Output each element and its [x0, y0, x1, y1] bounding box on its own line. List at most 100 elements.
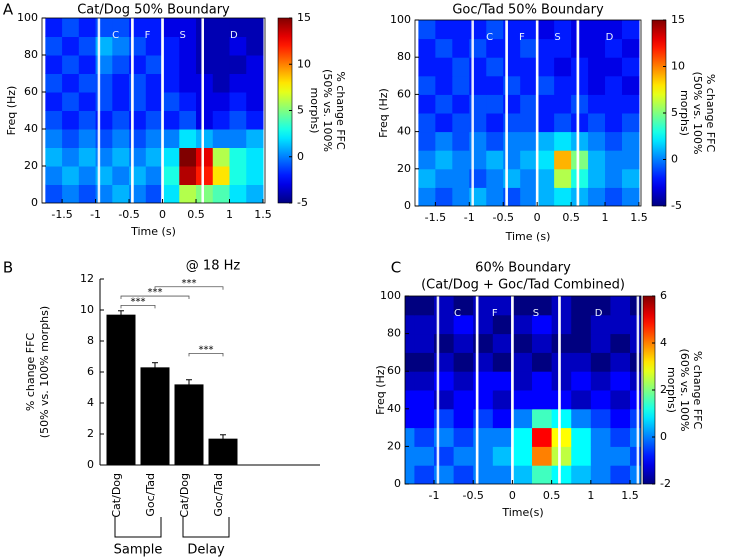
chart-title: @ 18 Hz: [186, 259, 241, 274]
heat-cell: [229, 55, 247, 74]
epoch-label: S: [554, 32, 560, 43]
epoch-label: F: [519, 32, 525, 43]
heat-cell: [512, 371, 533, 391]
heat-cell: [537, 20, 555, 40]
heat-cell: [551, 352, 572, 372]
bar: [208, 438, 238, 465]
bar: [140, 367, 170, 465]
heat-cell: [520, 187, 538, 206]
heat-cell: [229, 73, 247, 93]
heat-cell: [452, 113, 470, 133]
heat-cell: [588, 20, 606, 40]
heat-cell: [78, 147, 97, 167]
heat-cell: [621, 75, 640, 95]
heat-cell: [571, 20, 589, 40]
colorbar-label: % change FFC: [691, 351, 704, 430]
heat-cell: [196, 147, 214, 167]
heat-cell: [45, 129, 63, 148]
y-tick-label: 20: [24, 159, 38, 172]
heat-cell: [78, 166, 97, 185]
x-tick-label: 1.5: [254, 208, 272, 221]
significance-bracket: [154, 286, 224, 290]
heat-cell: [62, 18, 80, 37]
heat-cell: [196, 92, 214, 111]
heat-cell: [179, 73, 197, 93]
heat-cell: [405, 465, 415, 484]
colorbar-label: (60% vs. 100%: [678, 349, 691, 432]
x-tick-label: 1: [587, 489, 594, 502]
heat-cell: [512, 296, 533, 316]
heat-cell: [520, 94, 538, 114]
heat-cell: [551, 390, 572, 410]
heat-cell: [492, 408, 513, 429]
y-tick-label: 40: [397, 125, 411, 138]
heat-cell: [610, 333, 631, 353]
bar: [174, 384, 204, 465]
heat-cell: [590, 314, 611, 335]
heat-cell: [196, 166, 214, 185]
y-tick-label: 80: [397, 50, 411, 63]
heat-cell: [554, 150, 572, 170]
heat-cell: [162, 110, 180, 130]
heat-cell: [145, 110, 164, 130]
colorbar-tick-label: 5: [297, 104, 304, 117]
heat-cell: [179, 92, 197, 111]
heat-cell: [145, 184, 164, 203]
heat-cell: [435, 20, 453, 40]
heat-cell: [145, 147, 164, 167]
heat-cell: [229, 18, 247, 37]
heat-cell: [452, 57, 470, 77]
heat-cell: [414, 390, 435, 410]
x-tick-label: 0.5: [562, 211, 580, 224]
heat-cell: [453, 465, 474, 484]
heat-cell: [62, 147, 80, 167]
heat-cell: [486, 94, 504, 114]
heat-cell: [229, 92, 247, 111]
x-tick-label: -1: [90, 208, 101, 221]
heat-cell: [554, 57, 572, 77]
y-tick-label: 0: [394, 477, 401, 490]
y-tick-label: 10: [80, 303, 94, 316]
heat-cell: [145, 92, 164, 111]
epoch-label: F: [145, 30, 151, 41]
heat-cell: [551, 408, 572, 429]
heat-cell: [486, 150, 504, 170]
colorbar-tick-label: 5: [671, 106, 678, 119]
heat-cell: [554, 20, 572, 40]
heat-cell: [453, 446, 474, 466]
heat-cell: [405, 296, 415, 316]
heat-cell: [610, 390, 631, 410]
heat-cell: [621, 168, 640, 188]
heat-cell: [405, 408, 415, 429]
heat-cell: [405, 446, 415, 466]
heat-cell: [112, 129, 130, 148]
significance-bracket: [120, 304, 156, 309]
colorbar-tick-label: -5: [297, 196, 308, 209]
bar: [106, 314, 136, 465]
x-tick-label: 1: [226, 208, 233, 221]
y-tick-label: 6: [87, 365, 94, 378]
heat-cell: [537, 38, 555, 58]
heat-cell: [112, 92, 130, 111]
heat-cell: [162, 92, 180, 111]
y-tick-label: 4: [87, 396, 94, 409]
group-label: Delay: [187, 543, 225, 557]
heat-cell: [630, 333, 641, 353]
heat-cell: [630, 371, 641, 391]
heat-cell: [452, 38, 470, 58]
heat-cell: [45, 92, 63, 111]
heat-cell: [414, 371, 435, 391]
heat-cell: [246, 184, 264, 203]
y-tick-label: 8: [87, 334, 94, 347]
heat-cell: [145, 55, 164, 74]
heat-cell: [621, 38, 640, 58]
x-tick-label: Cat/Dog: [178, 473, 191, 518]
heat-cell: [590, 446, 611, 466]
heat-cell: [551, 314, 572, 335]
heat-cell: [179, 129, 197, 148]
x-axis-label: Time (s): [505, 230, 551, 243]
heat-cell: [571, 465, 592, 484]
heat-cell: [621, 187, 640, 206]
colorbar-tick-label: 15: [671, 13, 685, 26]
x-tick-label: 1.5: [630, 211, 648, 224]
